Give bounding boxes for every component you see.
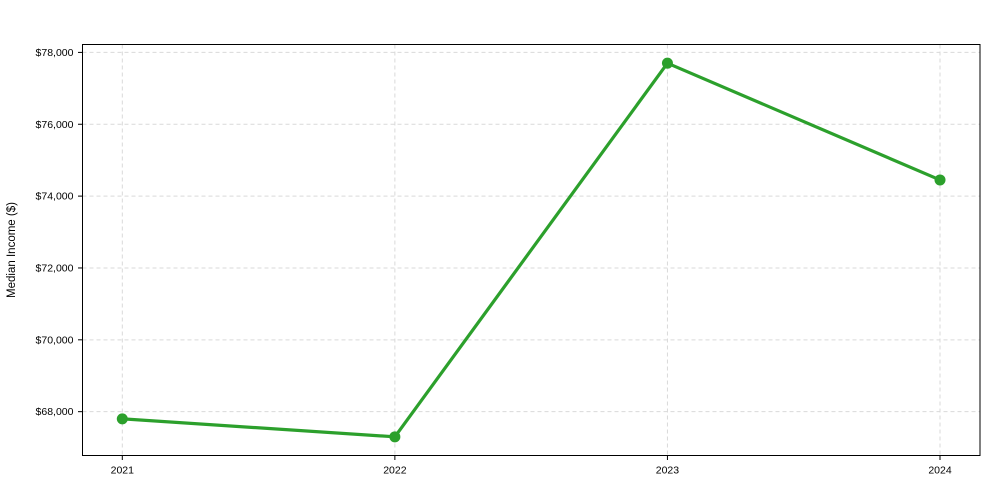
series-line (120, 61, 942, 439)
gridlines (82, 44, 980, 456)
x-tick-label: 2021 (111, 465, 135, 477)
data-point-2022 (389, 431, 401, 443)
y-tick-label: $72,000 (36, 262, 74, 274)
data-point-2023 (661, 57, 673, 69)
y-tick-label: $68,000 (36, 406, 74, 418)
x-tick-label: 2023 (656, 465, 680, 477)
y-tick-label: $78,000 (36, 47, 74, 59)
x-tick-label: 2022 (383, 465, 407, 477)
tick-marks (78, 51, 941, 460)
y-tick-label: $74,000 (36, 191, 74, 203)
axes-box (82, 44, 981, 456)
y-tick-label: $70,000 (36, 334, 74, 346)
y-axis-label: Median Income ($) (6, 202, 18, 298)
data-point-2024 (934, 174, 946, 186)
x-tick-label: 2024 (928, 465, 952, 477)
y-tick-label: $76,000 (36, 119, 74, 131)
data-point-2021 (116, 413, 128, 425)
